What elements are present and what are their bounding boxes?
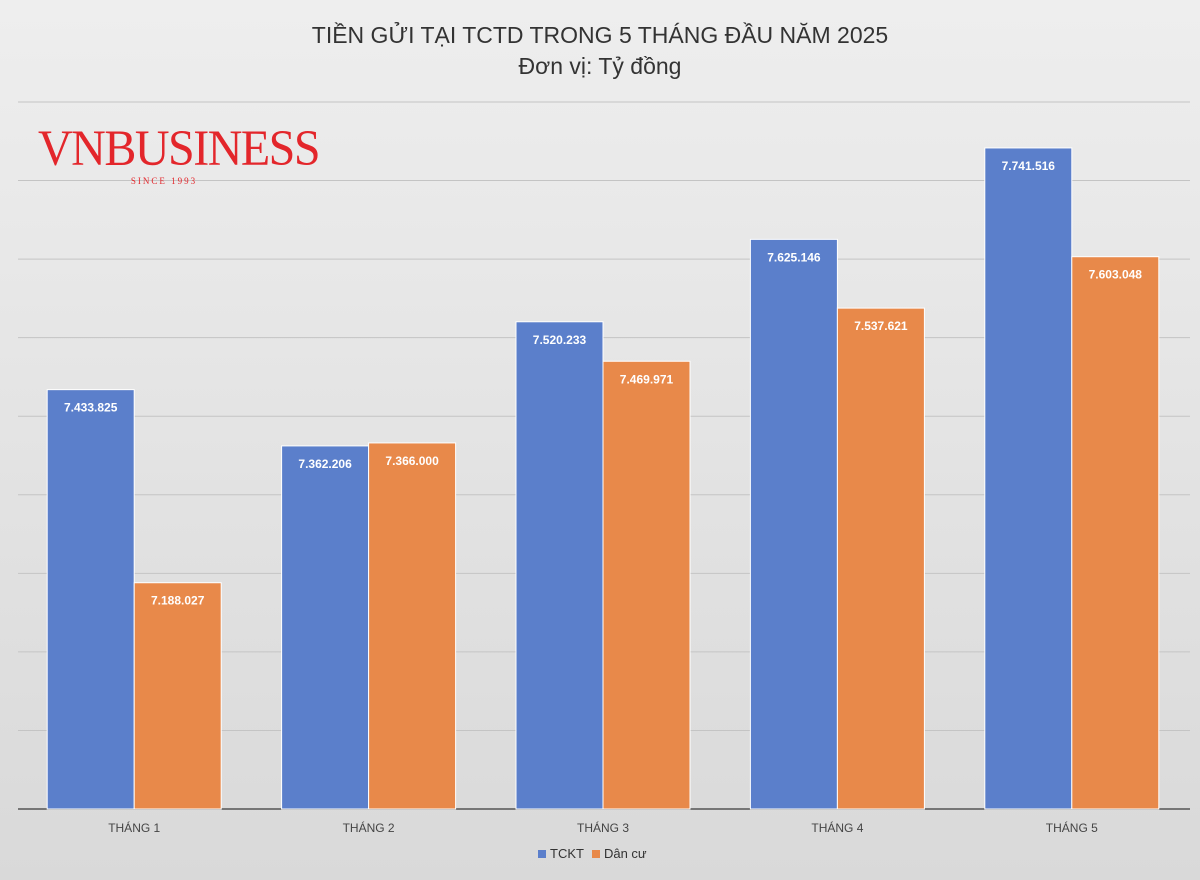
legend-label: Dân cư bbox=[603, 846, 647, 861]
legend-item-tckt: TCKT bbox=[538, 846, 584, 861]
data-label: 7.433.825 bbox=[64, 401, 118, 415]
x-tick-label: THÁNG 2 bbox=[343, 820, 395, 835]
bar-dan-cu bbox=[836, 307, 925, 810]
logo-brand: VNBUSINESS bbox=[38, 120, 321, 177]
data-label: 7.366.000 bbox=[385, 454, 439, 468]
x-tick-label: THÁNG 1 bbox=[108, 820, 160, 835]
bar-tckt bbox=[515, 321, 604, 810]
bar-dan-cu bbox=[368, 442, 457, 810]
data-label: 7.741.516 bbox=[1002, 159, 1056, 173]
bar-dan-cu bbox=[602, 360, 691, 810]
chart-title: TIỀN GỬI TẠI TCTD TRONG 5 THÁNG ĐẦU NĂM … bbox=[0, 20, 1200, 82]
legend-swatch bbox=[591, 850, 600, 858]
data-label: 7.362.206 bbox=[298, 457, 352, 471]
logo-since: SINCE 1993 bbox=[130, 176, 198, 186]
bar-dan-cu bbox=[133, 582, 222, 810]
title-text: TIỀN GỬI TẠI TCTD TRONG 5 THÁNG ĐẦU NĂM … bbox=[311, 22, 889, 48]
x-tick-label: THÁNG 5 bbox=[1046, 820, 1098, 835]
bar-tckt bbox=[749, 238, 838, 810]
legend-item-dan-cu: Dân cư bbox=[591, 846, 647, 861]
data-label: 7.469.971 bbox=[620, 372, 674, 386]
x-tick-label: THÁNG 3 bbox=[577, 820, 629, 835]
x-tick-label: THÁNG 4 bbox=[811, 820, 863, 835]
data-label: 7.603.048 bbox=[1089, 268, 1143, 282]
legend-label: TCKT bbox=[550, 846, 584, 861]
bar-tckt bbox=[281, 445, 370, 810]
legend-swatch bbox=[538, 850, 546, 858]
data-label: 7.537.621 bbox=[854, 319, 908, 333]
subtitle-text: Đơn vị: Tỷ đồng bbox=[518, 53, 682, 79]
data-label: 7.520.233 bbox=[533, 333, 587, 347]
data-label: 7.188.027 bbox=[151, 594, 205, 608]
data-label: 7.625.146 bbox=[767, 250, 821, 264]
legend: TCKT Dân cư bbox=[538, 846, 647, 861]
vnbusiness-logo: VNBUSINESS SINCE 1993 bbox=[38, 120, 321, 186]
bar-tckt bbox=[46, 389, 135, 810]
bar-tckt bbox=[984, 147, 1073, 810]
bar-dan-cu bbox=[1071, 256, 1160, 810]
